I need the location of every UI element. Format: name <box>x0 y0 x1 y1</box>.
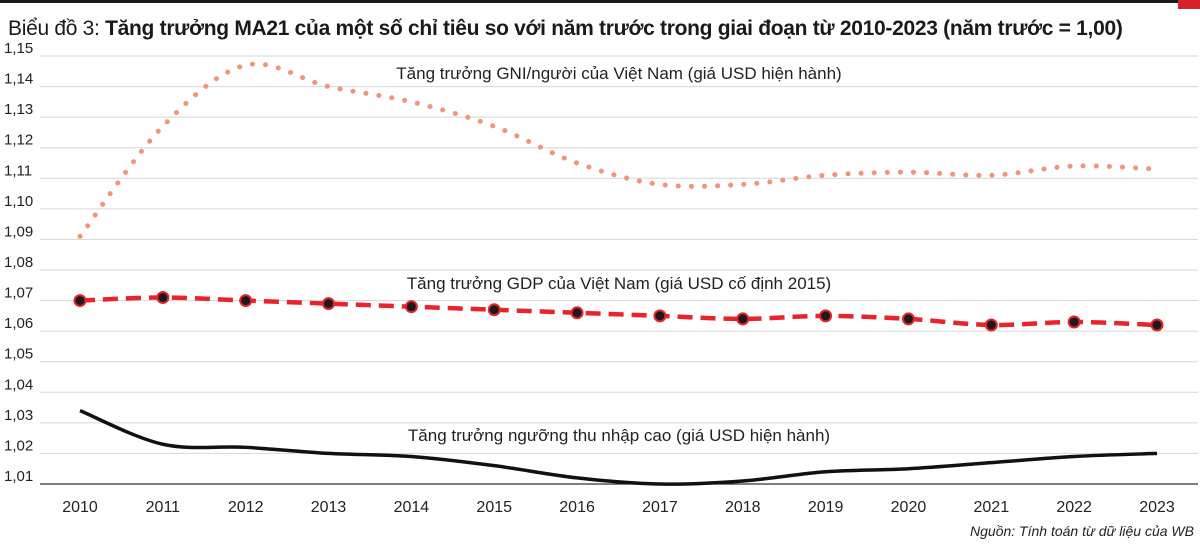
gdp-point-marker <box>819 309 833 323</box>
y-tick-label: 1,05 <box>4 346 33 363</box>
axes: 1,01 1,02 1,03 1,04 1,05 1,06 1,07 1,08 1,09 1,10… <box>4 40 1198 516</box>
x-tick-label: 2011 <box>146 499 181 516</box>
gdp-point-marker <box>404 300 418 314</box>
gni-series-label: Tăng trưởng GNI/người của Việt Nam (giá … <box>396 64 841 83</box>
y-tick-label: 1,01 <box>4 468 33 485</box>
y-tick-label: 1,14 <box>4 71 33 88</box>
gdp-point-marker <box>239 294 253 308</box>
y-tick-label: 1,06 <box>4 315 33 332</box>
x-tick-label: 2023 <box>1139 499 1175 516</box>
series-lines <box>73 61 1164 486</box>
x-tick-label: 2012 <box>228 499 264 516</box>
gdp-point-marker <box>322 297 336 311</box>
series-labels: Tăng trưởng GNI/người của Việt Nam (giá … <box>396 64 841 445</box>
gdp-point-marker <box>653 309 667 323</box>
gdp-point-marker <box>570 306 584 320</box>
chart-title-text: Tăng trưởng MA21 của một số chỉ tiêu so … <box>105 17 1123 40</box>
gridlines <box>40 55 1198 485</box>
y-tick-label: 1,11 <box>4 162 32 179</box>
gdp-point-marker <box>736 312 750 326</box>
y-tick-label: 1,13 <box>4 101 33 118</box>
x-tick-label: 2018 <box>725 499 761 516</box>
gdp-point-marker <box>487 303 501 317</box>
y-tick-label: 1,08 <box>4 254 33 271</box>
chart-title: Biểu đồ 3: Tăng trưởng MA21 của một số c… <box>8 17 1123 41</box>
x-tick-label: 2015 <box>476 499 512 516</box>
y-tick-label: 1,07 <box>4 285 33 302</box>
gdp-point-marker <box>901 312 915 326</box>
gdp-point-marker <box>1067 315 1081 329</box>
accent-tab <box>1178 0 1200 9</box>
gdp-point-marker <box>73 294 87 308</box>
y-tick-label: 1,12 <box>4 132 33 149</box>
y-tick-label: 1,04 <box>4 376 33 393</box>
chart-title-prefix: Biểu đồ 3: <box>8 17 100 40</box>
gni-series-line <box>77 61 1160 239</box>
source-note: Nguồn: Tính toán từ dữ liệu của WB <box>970 523 1194 539</box>
gdp-series-label: Tăng trưởng GDP của Việt Nam (giá USD cố… <box>407 274 831 293</box>
gdp-series-line <box>79 295 1158 328</box>
x-tick-label: 2021 <box>974 499 1010 516</box>
x-tick-label: 2017 <box>642 499 678 516</box>
x-tick-label: 2019 <box>808 499 844 516</box>
y-tick-label: 1,10 <box>4 193 33 210</box>
y-tick-label: 1,02 <box>4 437 33 454</box>
x-tick-label: 2014 <box>394 499 430 516</box>
gdp-point-marker <box>156 291 170 305</box>
y-tick-label: 1,15 <box>4 40 33 57</box>
top-rule <box>0 0 1200 3</box>
y-tick-label: 1,03 <box>4 407 33 424</box>
x-tick-label: 2016 <box>559 499 595 516</box>
gdp-point-marker <box>984 318 998 332</box>
high-income-series-label: Tăng trưởng ngưỡng thu nhập cao (giá USD… <box>408 426 830 445</box>
x-tick-label: 2022 <box>1056 499 1092 516</box>
high-income-series-line <box>79 409 1158 486</box>
y-tick-label: 1,09 <box>4 223 33 240</box>
x-tick-label: 2013 <box>311 499 347 516</box>
x-tick-label: 2020 <box>891 499 927 516</box>
x-tick-label: 2010 <box>62 499 98 516</box>
gdp-point-marker <box>1150 318 1164 332</box>
